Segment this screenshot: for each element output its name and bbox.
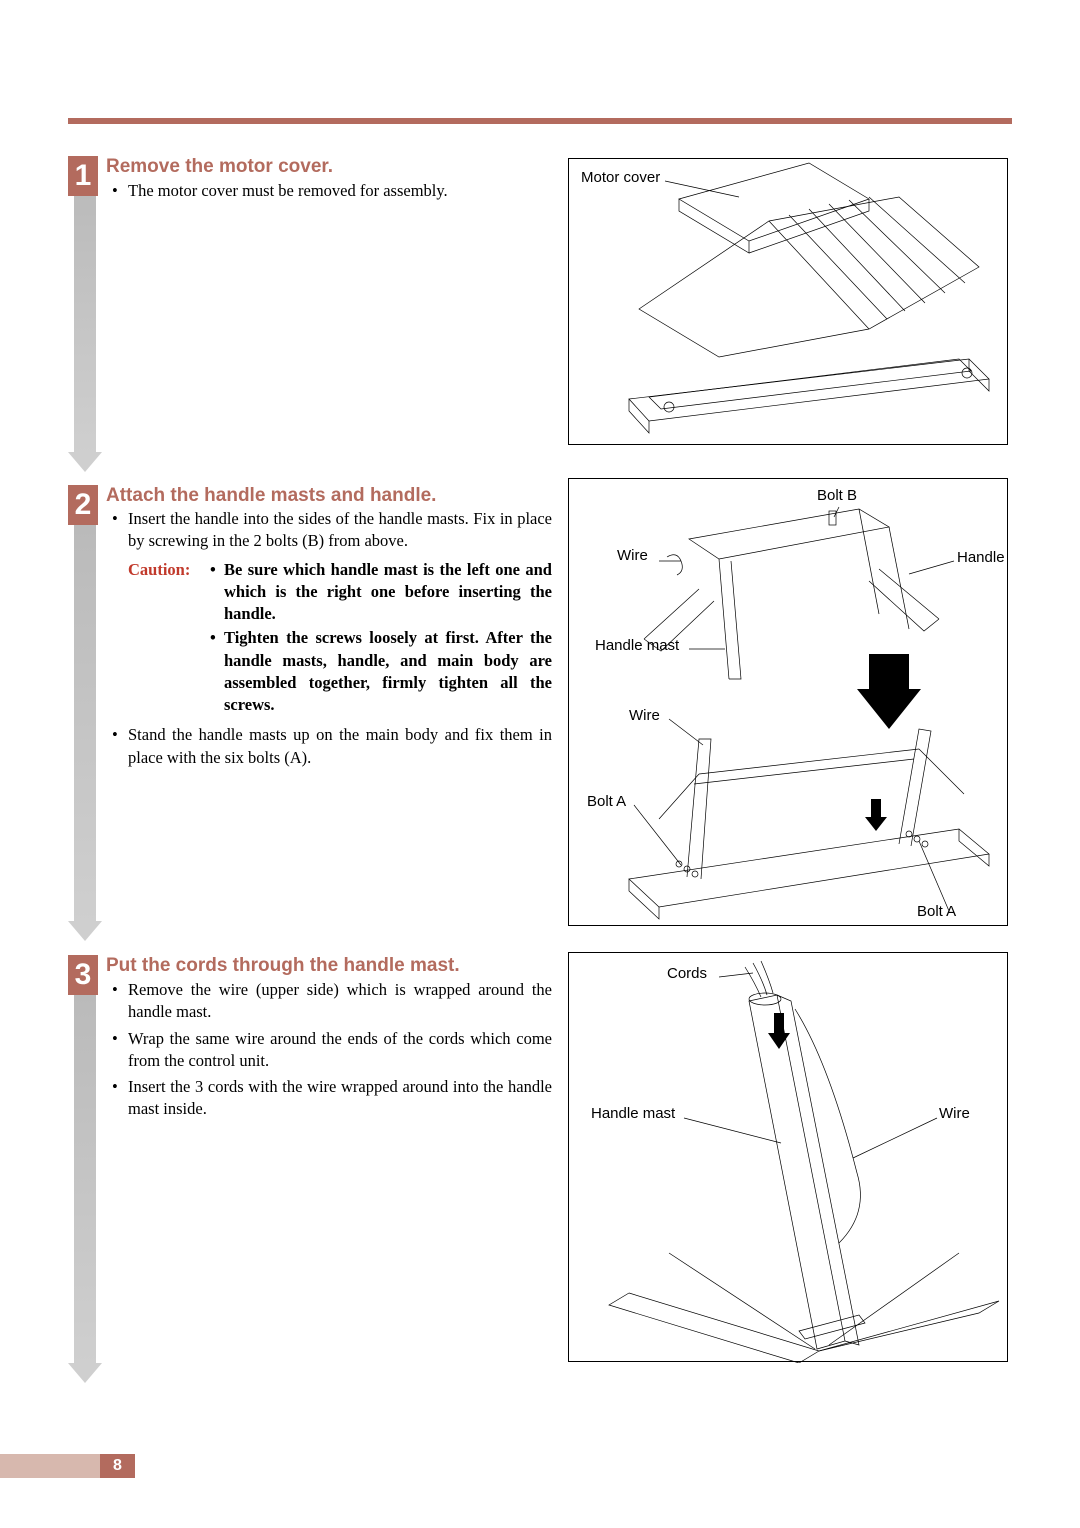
step-2-bullet-post: Stand the handle masts up on the main bo… [112, 724, 552, 769]
fig2-label-handle-mast: Handle mast [595, 637, 679, 654]
fig2-label-bolt-a-left: Bolt A [587, 793, 626, 810]
page-top-rule [68, 118, 1012, 124]
step-2-body: Insert the handle into the sides of the … [112, 508, 552, 773]
page-footer: 8 [0, 1454, 135, 1478]
flow-arrow-3 [74, 955, 96, 1365]
fig2-label-wire-top: Wire [617, 547, 648, 564]
figure-1: Motor cover [568, 158, 1008, 445]
figure-2: Bolt B Wire Handle Handle mast Wire Bolt… [568, 478, 1008, 926]
step-3-bullet-2: Wrap the same wire around the ends of th… [112, 1028, 552, 1073]
figure-3: Cords Handle mast Wire [568, 952, 1008, 1362]
step-3-number: 3 [68, 955, 98, 995]
step-3-bullet-1: Remove the wire (upper side) which is wr… [112, 979, 552, 1024]
page-number: 8 [100, 1454, 135, 1478]
fig3-label-handle-mast: Handle mast [591, 1105, 675, 1122]
step-2-caution: Caution: Be sure which handle mast is th… [112, 559, 552, 719]
fig2-label-wire-bottom: Wire [629, 707, 660, 724]
fig2-label-bolt-b: Bolt B [817, 487, 857, 504]
step-1-bullet: The motor cover must be removed for asse… [112, 180, 552, 202]
step-3-title: Put the cords through the handle mast. [106, 955, 460, 977]
fig3-label-cords: Cords [667, 965, 707, 982]
fig2-label-handle: Handle [957, 549, 1005, 566]
fig1-label-motor-cover: Motor cover [581, 169, 660, 186]
step-1-number: 1 [68, 156, 98, 196]
step-1-body: The motor cover must be removed for asse… [112, 180, 552, 206]
flow-arrow-2 [74, 485, 96, 923]
step-2-bullet-pre: Insert the handle into the sides of the … [112, 508, 552, 553]
flow-arrow-1 [74, 156, 96, 454]
caution-label: Caution: [128, 559, 210, 719]
step-2-number: 2 [68, 485, 98, 525]
caution-item-1: Be sure which handle mast is the left on… [210, 559, 552, 626]
step-3-body: Remove the wire (upper side) which is wr… [112, 979, 552, 1125]
caution-item-2: Tighten the screws loosely at first. Aft… [210, 627, 552, 716]
fig3-label-wire: Wire [939, 1105, 970, 1122]
step-2-title: Attach the handle masts and handle. [106, 485, 436, 507]
footer-bar-light [0, 1454, 100, 1478]
step-1-title: Remove the motor cover. [106, 156, 333, 178]
step-3-bullet-3: Insert the 3 cords with the wire wrapped… [112, 1076, 552, 1121]
fig2-label-bolt-a-right: Bolt A [917, 903, 956, 920]
